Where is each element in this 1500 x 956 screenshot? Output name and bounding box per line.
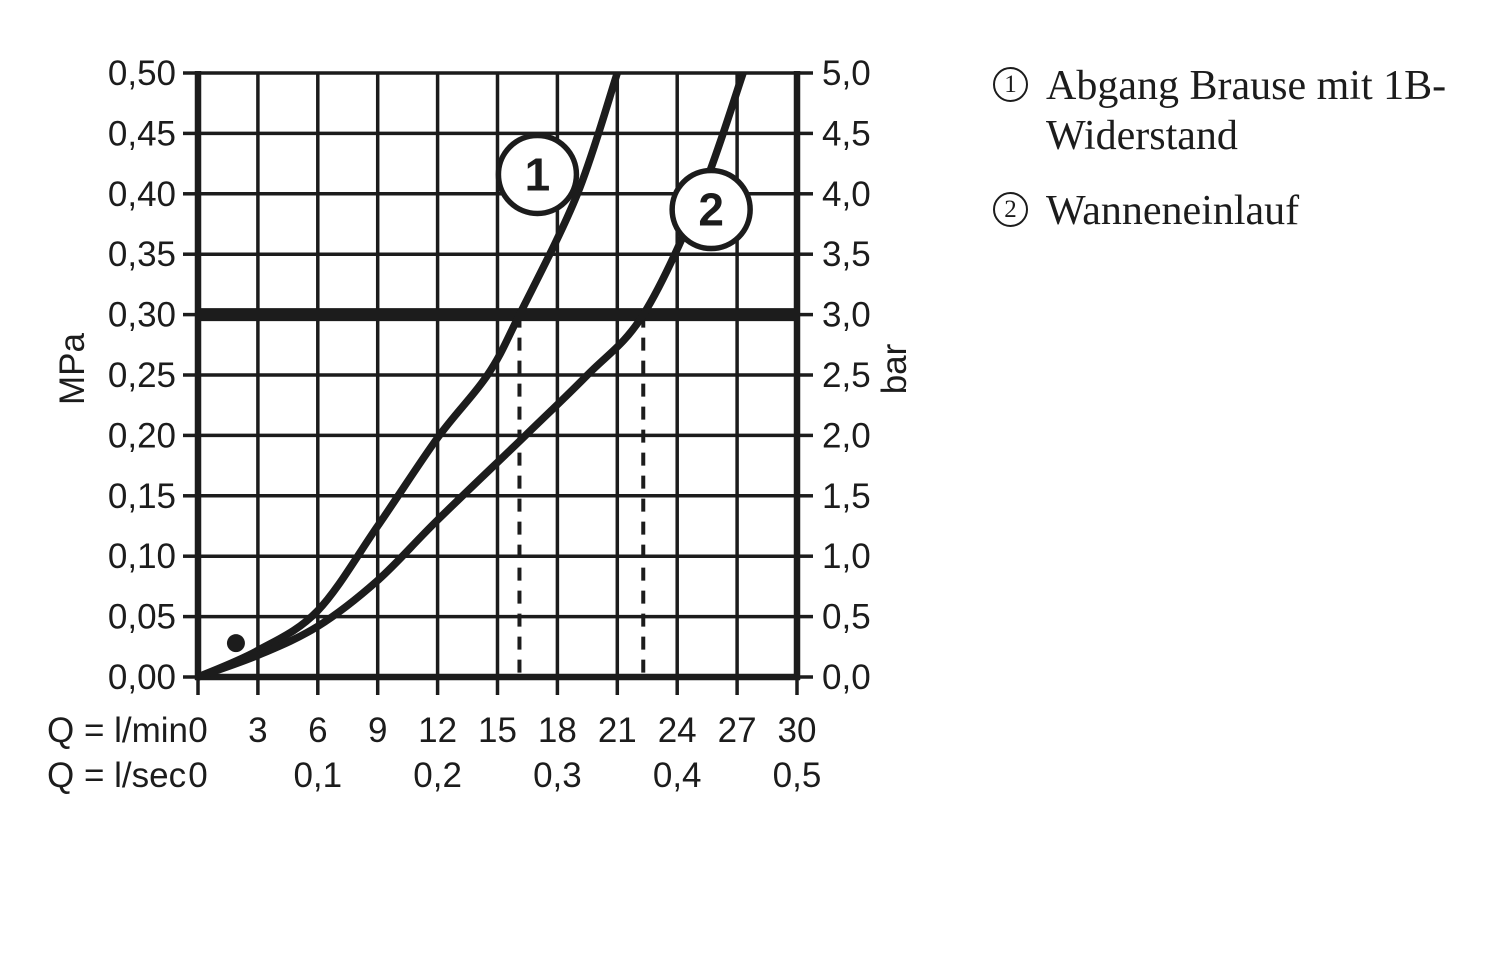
y-left-tick-label: 0,10 xyxy=(108,537,176,576)
y-left-tick-label: 0,15 xyxy=(108,477,176,516)
y-left-tick-label: 0,35 xyxy=(108,235,176,274)
y-left-tick-label: 0,25 xyxy=(108,356,176,395)
y-right-tick-label: 3,5 xyxy=(822,235,871,274)
legend-label-1: Abgang Brause mit 1B-Widerstand xyxy=(1046,63,1447,159)
legend-item-1: 1 Abgang Brause mit 1B-Widerstand xyxy=(993,62,1453,161)
curve-label-number-2: 2 xyxy=(698,184,724,236)
y-left-tick-label: 0,40 xyxy=(108,175,176,214)
y-left-tick-label: 0,45 xyxy=(108,114,176,153)
y-right-tick-label: 4,5 xyxy=(822,114,871,153)
y-right-tick-label: 1,0 xyxy=(822,537,871,576)
y-left-tick-label: 0,50 xyxy=(108,54,176,93)
curve-1 xyxy=(196,71,621,681)
y-right-tick-label: 3,0 xyxy=(822,296,871,335)
x-tick-label-lsec: 0,3 xyxy=(533,756,582,795)
flow-pressure-chart: 0,500,450,400,350,300,250,200,150,100,05… xyxy=(108,54,871,795)
legend-label-2: Wanneneinlauf xyxy=(1046,188,1300,235)
y-right-tick-label: 0,5 xyxy=(822,598,871,637)
x-tick-label-lmin: 0 xyxy=(188,711,207,750)
x-tick-label-lmin: 15 xyxy=(478,711,517,750)
y-axis-right-unit-label: bar xyxy=(875,343,914,395)
x-tick-label-lsec: 0,1 xyxy=(293,756,342,795)
curve-point-marker xyxy=(226,634,245,653)
y-left-tick-label: 0,05 xyxy=(108,598,176,637)
y-right-tick-label: 5,0 xyxy=(822,54,871,93)
x-tick-label-lmin: 18 xyxy=(538,711,577,750)
curve-label-number-1: 1 xyxy=(525,148,551,200)
y-left-tick-label: 0,20 xyxy=(108,416,176,455)
y-left-tick-label: 0,30 xyxy=(108,296,176,335)
y-right-tick-label: 1,5 xyxy=(822,477,871,516)
x-axis-lsec-row-label: Q = l/sec xyxy=(47,756,187,795)
legend-circled-number-1: 1 xyxy=(993,67,1028,102)
y-right-tick-label: 2,5 xyxy=(822,356,871,395)
x-tick-label-lmin: 21 xyxy=(598,711,637,750)
y-right-tick-label: 2,0 xyxy=(822,416,871,455)
x-tick-label-lmin: 12 xyxy=(418,711,457,750)
x-tick-label-lmin: 3 xyxy=(248,711,267,750)
curve-label-circle-1 xyxy=(495,132,580,217)
x-tick-label-lsec: 0 xyxy=(188,756,207,795)
curve-label-circle-2 xyxy=(669,167,753,252)
y-axis-left-unit-label: MPa xyxy=(53,333,92,405)
y-right-tick-label: 0,0 xyxy=(822,658,871,697)
x-tick-label-lmin: 27 xyxy=(718,711,757,750)
x-tick-label-lmin: 9 xyxy=(368,711,387,750)
x-tick-label-lmin: 24 xyxy=(658,711,697,750)
x-axis-lmin-row-label: Q = l/min xyxy=(47,711,189,750)
legend-circled-number-2: 2 xyxy=(993,192,1028,228)
x-tick-label-lmin: 30 xyxy=(778,711,817,750)
legend: 1 Abgang Brause mit 1B-Widerstand 2 Wann… xyxy=(993,62,1453,237)
legend-item-2: 2 Wanneneinlauf xyxy=(993,187,1453,237)
x-tick-label-lsec: 0,2 xyxy=(413,756,462,795)
x-tick-label-lsec: 0,4 xyxy=(653,756,702,795)
y-left-tick-label: 0,00 xyxy=(108,658,176,697)
y-right-tick-label: 4,0 xyxy=(822,175,871,214)
x-tick-label-lmin: 6 xyxy=(308,711,327,750)
x-tick-label-lsec: 0,5 xyxy=(773,756,822,795)
